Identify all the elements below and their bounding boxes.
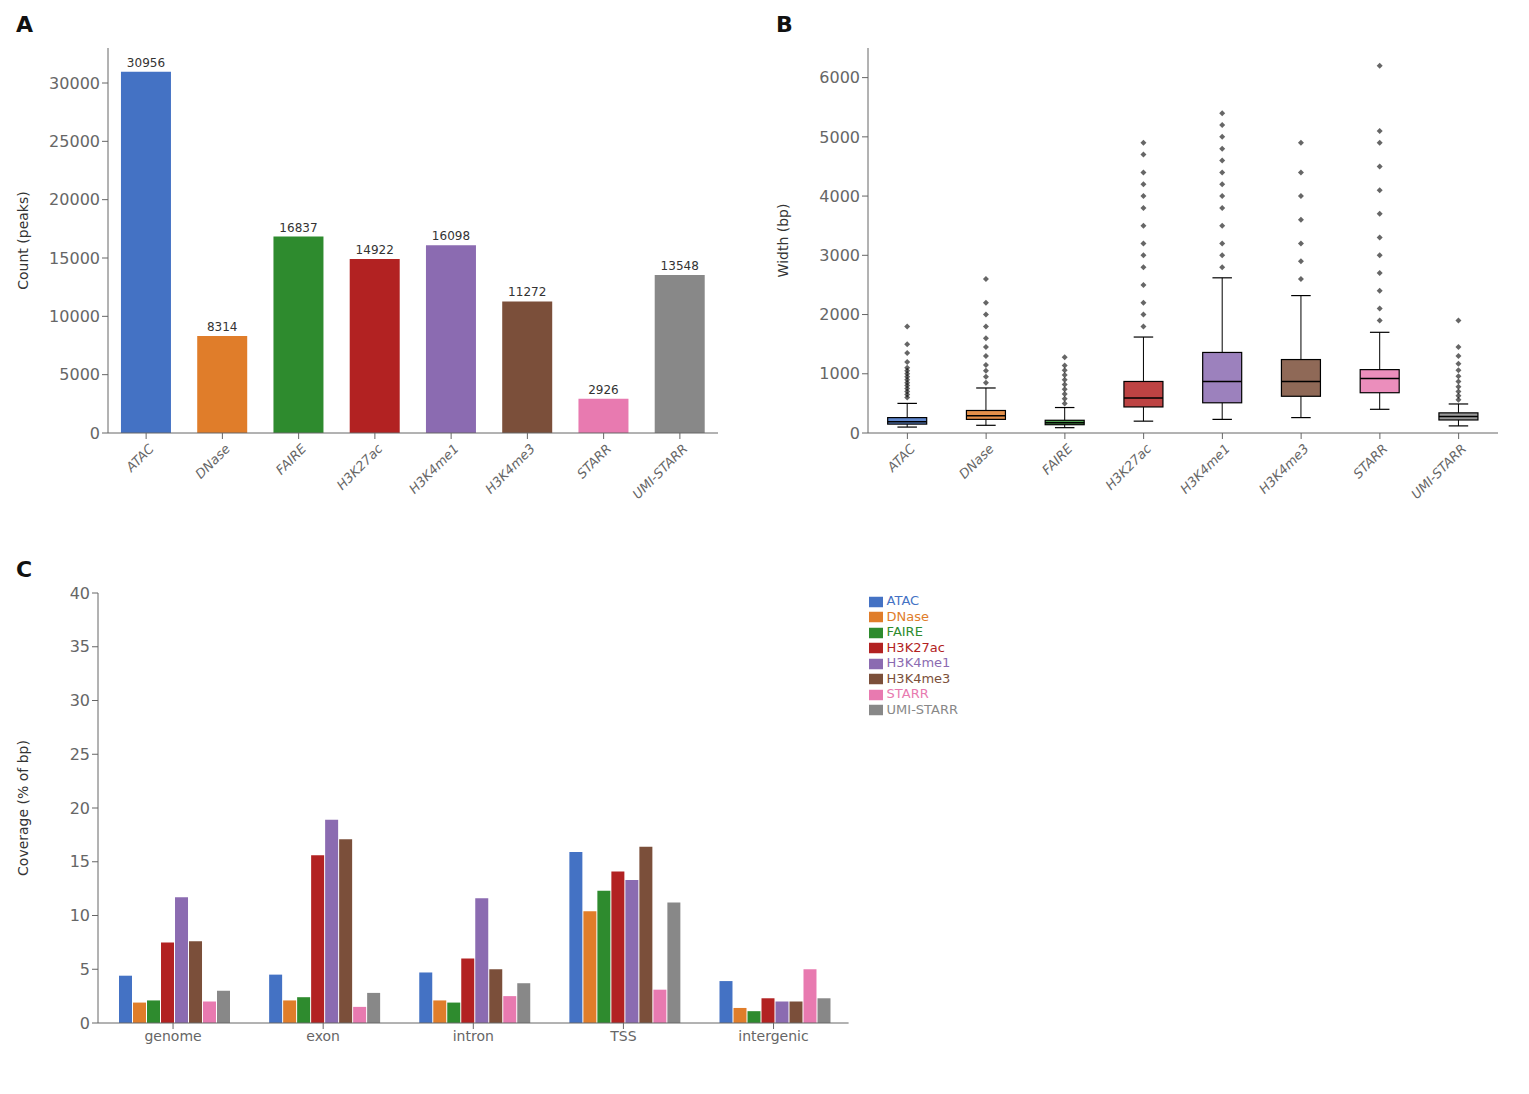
svg-text:0: 0	[850, 424, 860, 443]
svg-text:UMI-STARR: UMI-STARR	[630, 441, 691, 502]
html-text:A: A	[16, 12, 33, 37]
svg-text:35: 35	[70, 637, 90, 656]
svg-text:20: 20	[70, 799, 90, 818]
html-text:H3K27ac: H3K27ac	[886, 639, 945, 655]
html-text:C: C	[16, 557, 33, 582]
svg-text:40: 40	[70, 584, 90, 603]
svg-text:H3K4me1: H3K4me1	[406, 441, 462, 497]
svg-text:0: 0	[80, 1014, 90, 1033]
html-text:H3K4me3: H3K4me3	[886, 670, 951, 686]
svg-text:13548: 13548	[661, 259, 699, 273]
svg-text:DNase: DNase	[956, 441, 997, 482]
svg-text:H3K27ac: H3K27ac	[334, 441, 386, 493]
svg-text:Coverage (% of bp): Coverage (% of bp)	[15, 740, 31, 876]
svg-text:0: 0	[90, 424, 100, 443]
svg-text:25000: 25000	[49, 132, 100, 151]
svg-text:H3K4me1: H3K4me1	[1177, 441, 1233, 497]
svg-text:UMI-STARR: UMI-STARR	[1408, 441, 1469, 502]
svg-text:14922: 14922	[356, 243, 394, 257]
svg-text:20000: 20000	[49, 190, 100, 209]
svg-text:10: 10	[70, 906, 90, 925]
svg-text:FAIRE: FAIRE	[273, 440, 310, 477]
svg-text:5: 5	[80, 960, 90, 979]
svg-text:TSS: TSS	[609, 1028, 636, 1044]
svg-text:4000: 4000	[819, 187, 860, 206]
svg-text:6000: 6000	[819, 68, 860, 87]
svg-text:Width (bp): Width (bp)	[775, 204, 791, 278]
svg-text:exon: exon	[306, 1028, 340, 1044]
svg-text:2000: 2000	[819, 305, 860, 324]
svg-text:11272: 11272	[508, 285, 546, 299]
svg-text:Count (peaks): Count (peaks)	[15, 191, 31, 289]
svg-text:H3K4me3: H3K4me3	[1256, 441, 1312, 497]
svg-text:STARR: STARR	[1350, 441, 1390, 481]
svg-text:10000: 10000	[49, 307, 100, 326]
svg-text:DNase: DNase	[192, 441, 233, 482]
svg-text:H3K4me3: H3K4me3	[482, 441, 538, 497]
svg-text:3000: 3000	[819, 246, 860, 265]
svg-text:ATAC: ATAC	[884, 440, 919, 475]
html-text:ATAC: ATAC	[886, 593, 920, 608]
svg-text:25: 25	[70, 745, 90, 764]
html-text:B: B	[776, 12, 793, 37]
svg-text:30000: 30000	[49, 74, 100, 93]
svg-text:intron: intron	[453, 1028, 494, 1044]
svg-text:30: 30	[70, 691, 90, 710]
html-text:FAIRE: FAIRE	[886, 624, 923, 639]
svg-text:H3K27ac: H3K27ac	[1102, 441, 1154, 493]
svg-text:15000: 15000	[49, 249, 100, 268]
svg-text:ATAC: ATAC	[122, 440, 157, 475]
html-text:STARR: STARR	[886, 686, 929, 701]
svg-text:STARR: STARR	[574, 441, 614, 481]
svg-text:30956: 30956	[127, 56, 165, 70]
html-text:UMI-STARR: UMI-STARR	[886, 701, 958, 717]
svg-text:genome: genome	[144, 1028, 201, 1044]
svg-text:15: 15	[70, 852, 90, 871]
svg-text:intergenic: intergenic	[738, 1028, 808, 1044]
svg-text:5000: 5000	[59, 365, 100, 384]
svg-text:1000: 1000	[819, 364, 860, 383]
svg-text:5000: 5000	[819, 128, 860, 147]
html-text:H3K4me1: H3K4me1	[886, 655, 951, 670]
svg-text:16837: 16837	[279, 221, 317, 235]
html-text:DNase: DNase	[886, 608, 930, 624]
svg-text:8314: 8314	[207, 320, 238, 334]
svg-text:16098: 16098	[432, 229, 470, 243]
svg-text:2926: 2926	[588, 383, 619, 397]
svg-text:FAIRE: FAIRE	[1039, 440, 1076, 477]
